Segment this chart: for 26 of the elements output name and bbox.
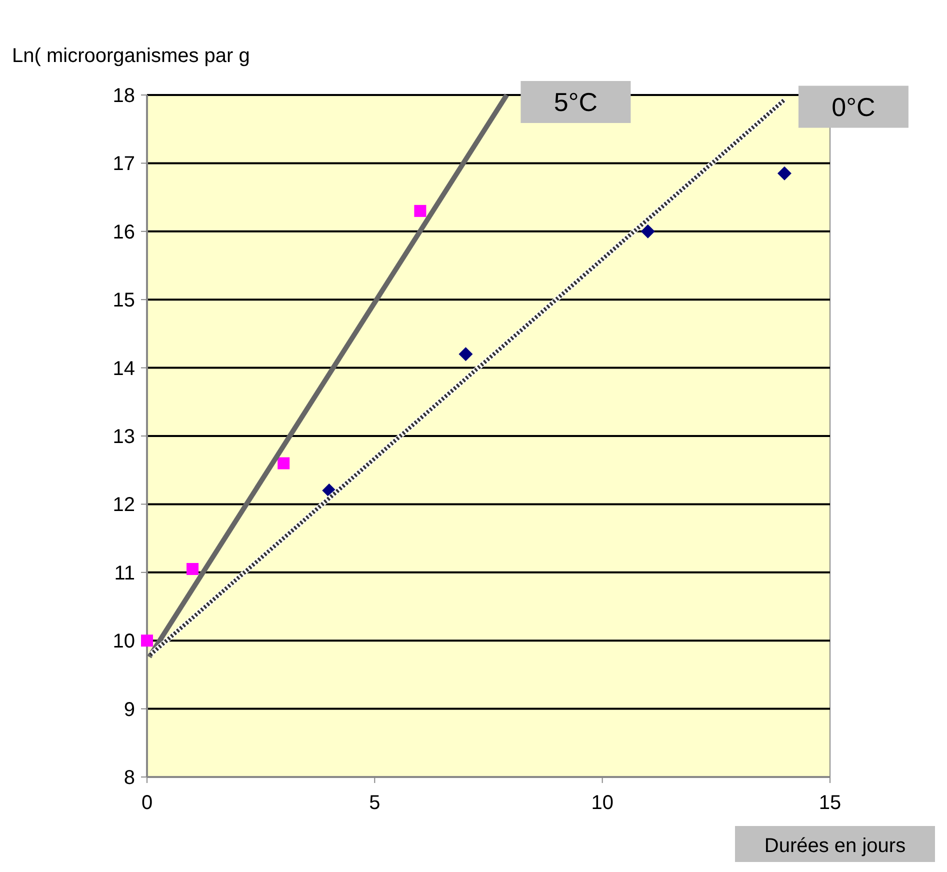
x-tick-label: 0 bbox=[141, 792, 153, 814]
point bbox=[414, 204, 426, 217]
point bbox=[186, 562, 199, 575]
x-tick-label: 5 bbox=[369, 792, 380, 814]
y-tick-label: 12 bbox=[112, 494, 135, 516]
series-label: 0°C bbox=[832, 92, 876, 122]
y-tick-label: 8 bbox=[124, 767, 135, 789]
y-tick-label: 17 bbox=[112, 153, 135, 176]
point bbox=[458, 347, 473, 362]
y-tick-label: 13 bbox=[112, 426, 135, 448]
y-axis-title: Ln( microorganismes par g bbox=[12, 45, 250, 67]
y-tick-label: 9 bbox=[124, 698, 135, 721]
point bbox=[141, 634, 153, 647]
series-label: 5°C bbox=[554, 87, 598, 117]
point bbox=[278, 457, 290, 470]
y-tick-label: 10 bbox=[112, 630, 135, 653]
x-tick-label: 10 bbox=[591, 792, 614, 814]
y-tick-label: 16 bbox=[112, 221, 135, 244]
x-tick-label: 15 bbox=[818, 792, 842, 814]
point bbox=[777, 166, 792, 180]
point bbox=[640, 224, 655, 238]
x-axis-title: Durées en jours bbox=[764, 835, 906, 857]
y-tick-label: 14 bbox=[112, 358, 135, 380]
y-tick-label: 18 bbox=[112, 85, 135, 107]
y-tick-label: 15 bbox=[112, 290, 135, 312]
y-tick-label: 11 bbox=[114, 562, 135, 584]
